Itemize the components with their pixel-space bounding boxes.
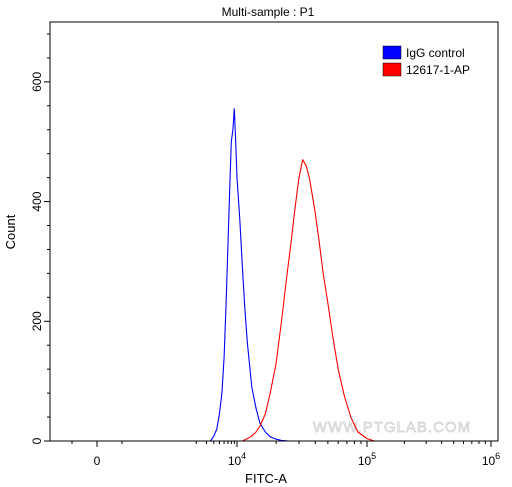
series-line-12617-1-ap — [242, 159, 375, 442]
y-tick-label: 0 — [30, 437, 44, 444]
x-tick-label: 106 — [482, 451, 500, 468]
y-tick-label: 400 — [30, 191, 44, 211]
series-group — [209, 108, 375, 442]
legend-swatch — [382, 45, 402, 60]
x-tick-label: 105 — [358, 451, 376, 468]
x-axis: 0 104 105 106 — [71, 441, 500, 468]
y-axis: 0 200 400 600 — [30, 33, 50, 444]
plot-frame — [49, 21, 499, 442]
legend-label: IgG control — [406, 46, 465, 60]
chart-title: Multi-sample : P1 — [222, 5, 315, 19]
y-tick-label: 600 — [30, 72, 44, 92]
series-line-igg-control — [209, 108, 289, 442]
x-tick-label: 0 — [94, 454, 101, 468]
watermark: WWW.PTGLAB.COM — [313, 419, 471, 436]
y-tick-label: 200 — [30, 311, 44, 331]
y-axis-title: Count — [3, 214, 18, 249]
legend: IgG control 12617-1-AP — [382, 45, 470, 77]
x-tick-label: 104 — [228, 451, 246, 468]
legend-label: 12617-1-AP — [406, 63, 470, 77]
legend-swatch — [382, 62, 402, 77]
x-axis-title: FITC-A — [245, 471, 287, 486]
